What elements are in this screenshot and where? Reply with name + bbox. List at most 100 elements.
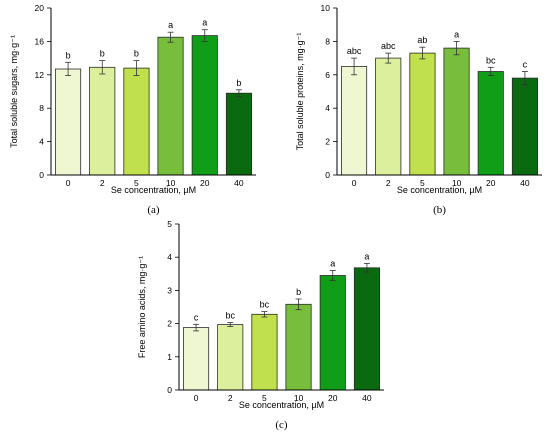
bar xyxy=(157,36,184,176)
error-bar xyxy=(133,60,140,76)
x-tick-label: 0 xyxy=(66,178,71,188)
bar xyxy=(182,327,210,391)
y-tick-label: 2 xyxy=(325,137,330,147)
panel-label: (a) xyxy=(147,204,160,216)
significance-letter: b xyxy=(296,287,301,297)
significance-letter: b xyxy=(66,50,71,60)
significance-letter: c xyxy=(523,60,528,70)
bar xyxy=(217,324,244,391)
x-tick-label: 10 xyxy=(452,178,462,188)
significance-letter: bc xyxy=(260,300,270,310)
x-tick-label: 40 xyxy=(362,393,372,403)
panel-label: (b) xyxy=(433,204,446,216)
bar xyxy=(225,92,253,176)
bar xyxy=(55,68,82,176)
significance-letter: a xyxy=(330,259,335,269)
significance-letter: b xyxy=(134,49,139,59)
y-tick-label: 0 xyxy=(325,170,330,180)
y-tick-label: 5 xyxy=(167,219,172,229)
significance-letter: bc xyxy=(225,311,235,321)
y-tick-label: 8 xyxy=(39,103,44,113)
bar xyxy=(409,52,436,176)
error-bar xyxy=(385,52,392,64)
error-bar xyxy=(193,323,200,332)
x-tick-label: 2 xyxy=(100,178,105,188)
y-tick-label: 4 xyxy=(325,103,330,113)
bar xyxy=(443,47,470,176)
y-tick-label: 12 xyxy=(35,70,45,80)
y-tick-label: 4 xyxy=(39,137,44,147)
significance-letter: ab xyxy=(417,35,427,45)
significance-letter: abc xyxy=(381,41,396,51)
error-bar xyxy=(453,41,460,56)
significance-letter: c xyxy=(194,312,199,322)
error-bar xyxy=(99,60,106,75)
error-bar xyxy=(295,298,302,311)
y-axis-label: Total soluble sugars, mg·g⁻¹ xyxy=(9,35,19,148)
x-tick-label: 20 xyxy=(328,393,338,403)
error-bar xyxy=(201,29,208,42)
x-tick-label: 5 xyxy=(420,178,425,188)
error-bar xyxy=(227,322,234,328)
x-tick-label: 2 xyxy=(386,178,391,188)
x-axis-label: Se concentration, µM xyxy=(239,400,324,410)
x-tick-label: 2 xyxy=(228,393,233,403)
error-bar xyxy=(329,270,336,281)
bar xyxy=(353,267,380,391)
x-tick-label: 5 xyxy=(262,393,267,403)
error-bar xyxy=(261,311,268,318)
bar xyxy=(191,35,218,176)
x-tick-label: 0 xyxy=(194,393,199,403)
significance-letter: abc xyxy=(347,46,362,56)
bar xyxy=(285,303,312,391)
significance-letter: b xyxy=(100,49,105,59)
x-tick-label: 10 xyxy=(294,393,304,403)
significance-letter: a xyxy=(168,20,173,30)
significance-letter: bc xyxy=(486,55,496,65)
bar xyxy=(89,66,116,176)
x-tick-label: 40 xyxy=(520,178,530,188)
x-axis-label: Se concentration, µM xyxy=(397,185,482,195)
y-tick-label: 0 xyxy=(39,170,44,180)
y-axis-label: Free amino acids, mg·g⁻¹ xyxy=(137,256,147,358)
x-tick-label: 20 xyxy=(200,178,210,188)
bar xyxy=(251,313,278,391)
error-bar xyxy=(363,263,370,273)
y-tick-label: 16 xyxy=(35,36,45,46)
x-tick-label: 0 xyxy=(352,178,357,188)
y-axis-label: Total soluble proteins, mg·g⁻¹ xyxy=(295,33,305,151)
panel-label: (c) xyxy=(275,419,288,431)
x-tick-label: 20 xyxy=(486,178,496,188)
y-tick-label: 4 xyxy=(167,252,172,262)
panel-a-chart: b 0 b 2 b 5 a 10 a 20 b 40 0 4 8 12 16 20 Se concentration… xyxy=(9,3,256,216)
x-axis-label: Se concentration, µM xyxy=(111,185,196,195)
error-bar xyxy=(487,66,494,76)
x-tick-label: 10 xyxy=(166,178,176,188)
bar xyxy=(375,57,402,176)
error-bar xyxy=(65,61,72,76)
y-tick-label: 8 xyxy=(325,36,330,46)
error-bar xyxy=(167,31,174,43)
bar xyxy=(340,66,368,176)
y-tick-label: 6 xyxy=(325,70,330,80)
significance-letter: a xyxy=(202,18,207,28)
x-tick-label: 40 xyxy=(234,178,244,188)
significance-letter: a xyxy=(454,29,459,39)
error-bar xyxy=(419,46,426,60)
error-bar xyxy=(235,89,242,97)
significance-letter: a xyxy=(364,252,369,262)
y-tick-label: 2 xyxy=(167,319,172,329)
y-tick-label: 1 xyxy=(167,352,172,362)
bar xyxy=(123,67,150,176)
error-bar xyxy=(521,71,528,86)
bar xyxy=(477,71,504,176)
x-tick-label: 5 xyxy=(134,178,139,188)
y-tick-label: 20 xyxy=(35,3,45,13)
significance-letter: b xyxy=(236,78,241,88)
error-bar xyxy=(351,57,358,76)
bar xyxy=(511,77,538,176)
bar xyxy=(319,275,346,391)
